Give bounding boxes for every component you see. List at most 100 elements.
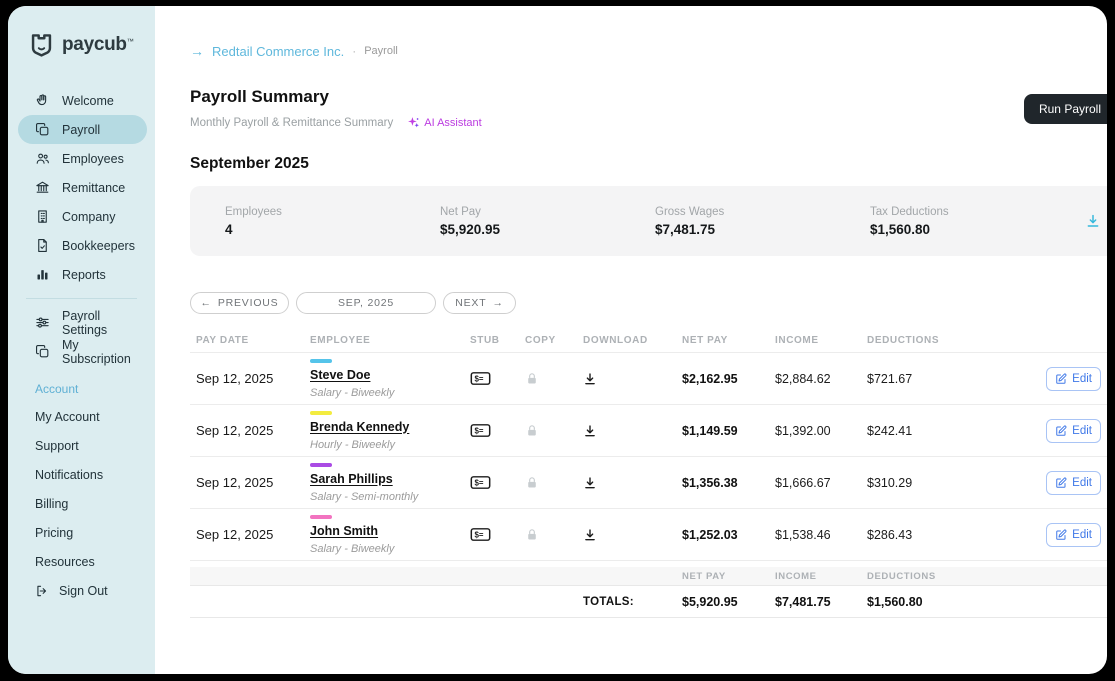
edit-label: Edit [1072,424,1092,437]
paystub-icon: $= [470,424,491,437]
sidebar-item-company[interactable]: Company [18,202,147,231]
paystub-icon: $= [470,528,491,541]
column-header-stub: STUB [470,335,500,346]
previous-label: PREVIOUS [217,297,279,309]
summary-card: Employees 4 Net Pay $5,920.95 Gross Wage… [190,186,1107,256]
paystub-icon: $= [470,476,491,489]
stub-button[interactable]: $= [470,423,491,438]
run-payroll-button[interactable]: Run Payroll → [1023,94,1107,124]
download-row-button[interactable] [583,528,597,542]
employee-pay-type: Salary - Biweekly [310,542,395,555]
employee-name-link[interactable]: Brenda Kennedy [310,419,410,434]
edit-label: Edit [1072,476,1092,489]
page-title: Payroll Summary [190,87,329,106]
pay-date-cell: Sep 12, 2025 [196,475,274,490]
stub-button[interactable]: $= [470,527,491,542]
sidebar-item-reports[interactable]: Reports [18,260,147,289]
sidebar-item-label: Support [35,438,79,453]
sidebar-item-label: Remittance [62,180,126,195]
column-header-copy: COPY [525,335,556,346]
svg-text:$=: $= [475,375,484,384]
sign-out-icon [37,585,47,596]
pay-date-cell: Sep 12, 2025 [196,371,274,386]
edit-button[interactable]: Edit [1046,418,1101,443]
income-cell: $1,538.46 [775,527,831,542]
bank-icon [36,181,49,193]
sidebar-item-resources[interactable]: Resources [8,547,155,576]
totals-income: $7,481.75 [775,594,831,609]
brand-logo[interactable]: paycub™ [8,30,155,60]
sidebar-item-employees[interactable]: Employees [18,144,147,173]
edit-button[interactable]: Edit [1046,522,1101,547]
breadcrumb-arrow-icon: → [190,43,204,59]
sidebar-item-billing[interactable]: Billing [8,489,155,518]
sidebar-item-label: Sign Out [59,583,108,598]
copy-locked-button[interactable] [525,527,539,542]
stub-button[interactable]: $= [470,475,491,490]
summary-net-pay: Net Pay $5,920.95 [440,206,655,237]
employee-name-link[interactable]: Steve Doe [310,367,371,382]
summary-value: $7,481.75 [655,221,716,237]
net-pay-cell: $1,252.03 [682,527,738,542]
main-content: → Redtail Commerce Inc. · Payroll Payrol… [155,6,1107,674]
sidebar-item-my-account[interactable]: My Account [8,402,155,431]
column-header-employee: EMPLOYEE [310,335,371,346]
summary-download-button[interactable] [1085,213,1101,229]
edit-button[interactable]: Edit [1046,470,1101,495]
copy-locked-button[interactable] [525,371,539,386]
next-month-button[interactable]: NEXT → [443,292,516,314]
sidebar-item-payroll[interactable]: Payroll [18,115,147,144]
sidebar-item-label: Welcome [62,93,114,108]
sidebar-item-support[interactable]: Support [8,431,155,460]
ai-assistant-link[interactable]: AI Assistant [407,116,482,129]
lock-icon [528,373,536,384]
income-cell: $1,666.67 [775,475,831,490]
download-icon [1087,214,1099,227]
download-row-button[interactable] [583,424,597,438]
net-pay-cell: $1,149.59 [682,423,738,438]
breadcrumb-company-link[interactable]: Redtail Commerce Inc. [212,43,345,59]
download-row-button[interactable] [583,476,597,490]
employee-name-link[interactable]: John Smith [310,523,379,538]
sidebar-item-welcome[interactable]: Welcome [18,86,147,115]
download-icon [585,528,595,540]
employee-color-tag [310,462,332,467]
document-check-icon [38,239,47,252]
sidebar-item-pricing[interactable]: Pricing [8,518,155,547]
users-icon [36,153,49,164]
employee-name-link[interactable]: Sarah Phillips [310,471,393,486]
column-header-deductions: DEDUCTIONS [867,335,940,346]
paycub-shield-icon [31,34,52,57]
employee-cell: Steve Doe Salary - Biweekly [304,358,464,399]
previous-month-button[interactable]: ← PREVIOUS [190,292,289,314]
svg-text:$=: $= [475,531,484,540]
sidebar-item-remittance[interactable]: Remittance [18,173,147,202]
copy-locked-button[interactable] [525,475,539,490]
current-month-button[interactable]: SEP, 2025 [296,292,436,314]
sidebar-item-bookkeepers[interactable]: Bookkeepers [18,231,147,260]
bar-chart-icon [37,270,48,280]
download-row-button[interactable] [583,372,597,386]
totals-header-net-pay: NET PAY [682,570,726,582]
summary-value: $5,920.95 [440,221,501,237]
sidebar-item-sign-out[interactable]: Sign Out [8,576,155,605]
ai-assistant-label: AI Assistant [424,116,482,129]
sidebar-item-notifications[interactable]: Notifications [8,460,155,489]
copy-locked-button[interactable] [525,423,539,438]
sidebar-item-label: Billing [35,496,69,511]
column-header-download: DOWNLOAD [583,335,648,346]
breadcrumb-separator: · [352,44,357,58]
sidebar-item-payroll-settings[interactable]: Payroll Settings [18,308,147,337]
stub-button[interactable]: $= [470,371,491,386]
building-icon [38,210,47,223]
edit-button[interactable]: Edit [1046,366,1101,391]
sidebar-item-label: Reports [62,267,106,282]
summary-label: Tax Deductions [870,205,949,218]
sidebar-item-label: Resources [35,554,95,569]
summary-label: Employees [225,205,282,218]
payroll-table-header: PAY DATE EMPLOYEE STUB COPY DOWNLOAD NET… [190,335,1107,353]
download-icon [585,372,595,384]
sidebar-item-my-subscription[interactable]: My Subscription [18,337,147,366]
employee-cell: Sarah Phillips Salary - Semi-monthly [304,462,464,503]
paystub-icon: $= [470,372,491,385]
